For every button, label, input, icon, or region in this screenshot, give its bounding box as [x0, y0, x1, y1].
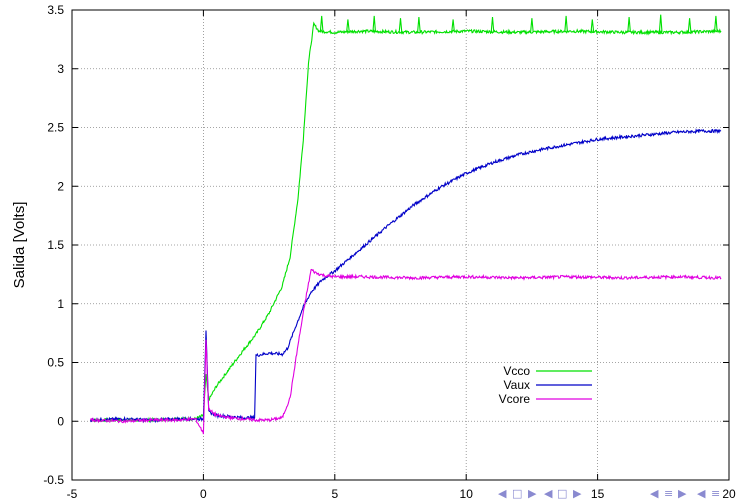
y-tick-label: 2.5	[47, 121, 64, 135]
legend-label-vcore: Vcore	[499, 392, 531, 406]
y-tick-label: 3	[57, 62, 64, 76]
series-spike-vcco	[627, 17, 631, 33]
series-spike-vcco	[372, 15, 377, 33]
nav-next-section-icon[interactable]: ▶	[678, 487, 687, 500]
nav-next-icon[interactable]: ▶	[528, 487, 537, 500]
nav-sub-icon[interactable]: ≡	[711, 487, 720, 500]
y-tick-label: 2	[57, 179, 64, 193]
y-tick-label: -0.5	[43, 473, 64, 487]
nav-frame-box-icon[interactable]: □	[557, 487, 567, 500]
series-spike-vcco	[346, 19, 350, 33]
nav-prev-icon[interactable]: ◀	[498, 487, 507, 500]
x-tick-label: 10	[460, 487, 474, 501]
series-spike-vcco	[658, 14, 663, 33]
nav-frame-icon[interactable]: □	[512, 487, 522, 500]
legend-label-vaux: Vaux	[504, 378, 530, 392]
x-axis: -5 0 5 10 15 20	[67, 10, 736, 501]
x-tick-label: 0	[200, 487, 207, 501]
series-spike-vcco	[490, 17, 495, 33]
series-spike-vcco	[319, 15, 324, 33]
grid-lines	[72, 10, 729, 480]
y-tick-label: 0	[57, 414, 64, 428]
series-line-vcore	[89, 268, 722, 435]
series-spike-vcco	[417, 17, 421, 33]
y-tick-label: 0.5	[47, 356, 64, 370]
y-axis: -0.5 0 0.5 1 1.5 2 2.5 3 3.5	[43, 3, 729, 487]
y-axis-label: Salida [Volts]	[11, 202, 28, 289]
y-tick-label: 1.5	[47, 238, 64, 252]
series-spike-vcco	[713, 15, 718, 33]
nav-section-icon[interactable]: ≡	[664, 487, 673, 500]
series-layer	[89, 14, 722, 435]
series-spike-vcco	[451, 19, 455, 33]
x-tick-label: 20	[722, 487, 736, 501]
x-tick-label: -5	[67, 487, 78, 501]
slide-nav[interactable]: ◀ □ ▶ ◀ □ ▶ ◀ ≡ ▶ ◀ ≡	[498, 487, 720, 500]
x-tick-label: 15	[591, 487, 605, 501]
y-tick-label: 3.5	[47, 3, 64, 17]
x-tick-label: 5	[331, 487, 338, 501]
legend-label-vcco: Vcco	[503, 364, 530, 378]
series-spike-vcco	[590, 19, 595, 33]
plot-background	[72, 10, 729, 480]
series-spike-vcco	[564, 15, 568, 33]
nav-prev-frame-icon[interactable]: ◀	[544, 487, 553, 500]
nav-prev-sub-icon[interactable]: ◀	[697, 487, 706, 500]
nav-next-frame-icon[interactable]: ▶	[573, 487, 582, 500]
series-spike-vcco	[530, 18, 534, 33]
series-spike-vcco	[398, 18, 403, 33]
nav-prev-section-icon[interactable]: ◀	[650, 487, 659, 500]
series-spike-vcco	[687, 18, 692, 33]
y-tick-label: 1	[57, 297, 64, 311]
